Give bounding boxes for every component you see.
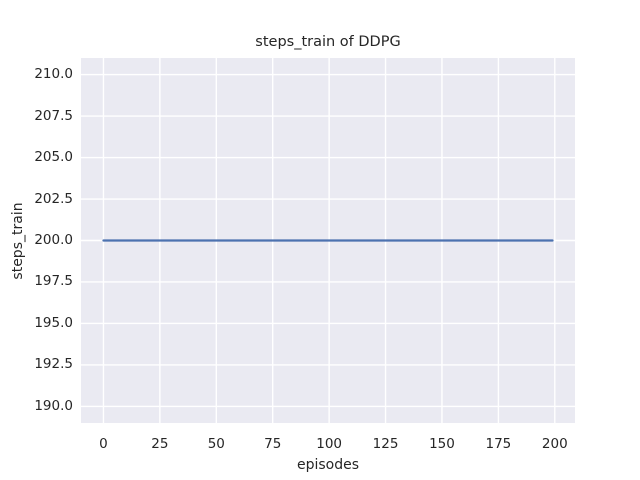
y-tick-label: 200.0 xyxy=(34,232,73,248)
x-tick-label: 150 xyxy=(429,436,455,452)
x-tick-label: 100 xyxy=(316,436,343,452)
x-tick-label: 175 xyxy=(485,436,512,452)
chart-title: steps_train of DDPG xyxy=(255,34,401,50)
plot-svg xyxy=(81,58,575,423)
x-tick-label: 75 xyxy=(264,436,282,452)
x-tick-label: 125 xyxy=(372,436,399,452)
x-tick-label: 200 xyxy=(541,436,568,452)
y-tick-label: 210.0 xyxy=(34,66,73,83)
x-tick-label: 50 xyxy=(207,436,225,452)
y-tick-label: 190.0 xyxy=(34,397,73,414)
x-tick-label: 25 xyxy=(151,436,169,452)
y-tick-label: 205.0 xyxy=(34,149,73,166)
plot-area xyxy=(81,58,575,423)
y-tick-label: 195.0 xyxy=(34,314,73,331)
y-axis-label: steps_train xyxy=(10,202,26,280)
x-tick-label: 0 xyxy=(99,436,108,452)
x-axis-label: episodes xyxy=(296,457,360,473)
y-tick-label: 197.5 xyxy=(34,273,73,290)
y-tick-label: 192.5 xyxy=(34,356,73,373)
y-tick-label: 207.5 xyxy=(34,107,73,124)
y-tick-label: 202.5 xyxy=(34,190,73,207)
